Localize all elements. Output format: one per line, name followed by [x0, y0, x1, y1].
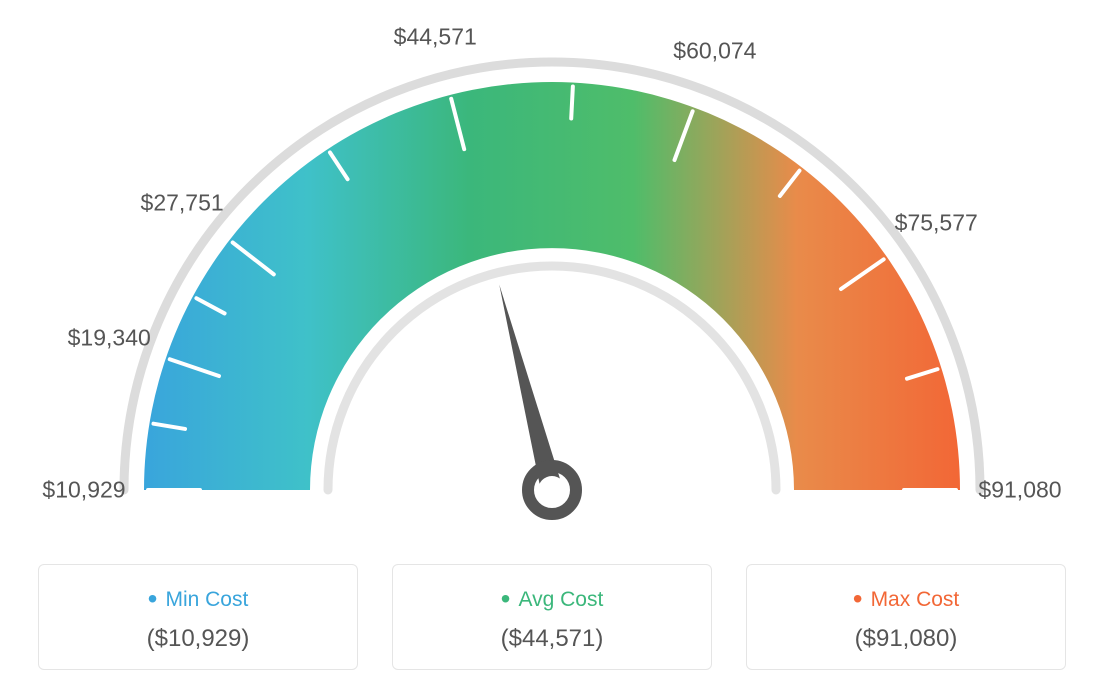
legend-card-max: Max Cost ($91,080) — [746, 564, 1066, 670]
legend-min-value: ($10,929) — [49, 625, 347, 653]
gauge-tick-label: $60,074 — [673, 38, 756, 65]
legend-max-title: Max Cost — [757, 583, 1055, 615]
legend-card-avg: Avg Cost ($44,571) — [392, 564, 712, 670]
cost-gauge: $10,929 $19,340 $27,751 $44,571 $60,074 $75,5… — [0, 0, 1104, 560]
gauge-tick-label: $91,080 — [978, 477, 1061, 504]
gauge-tick-label: $75,577 — [895, 209, 978, 236]
legend-row: Min Cost ($10,929) Avg Cost ($44,571) Ma… — [0, 564, 1104, 670]
gauge-svg — [0, 0, 1104, 560]
legend-avg-title: Avg Cost — [403, 583, 701, 615]
gauge-tick-label: $44,571 — [394, 23, 477, 50]
gauge-tick-label: $27,751 — [141, 190, 224, 217]
gauge-tick-label: $10,929 — [42, 477, 125, 504]
legend-card-min: Min Cost ($10,929) — [38, 564, 358, 670]
gauge-tick-label: $19,340 — [68, 325, 151, 352]
legend-max-value: ($91,080) — [757, 625, 1055, 653]
legend-avg-value: ($44,571) — [403, 625, 701, 653]
legend-min-title: Min Cost — [49, 583, 347, 615]
